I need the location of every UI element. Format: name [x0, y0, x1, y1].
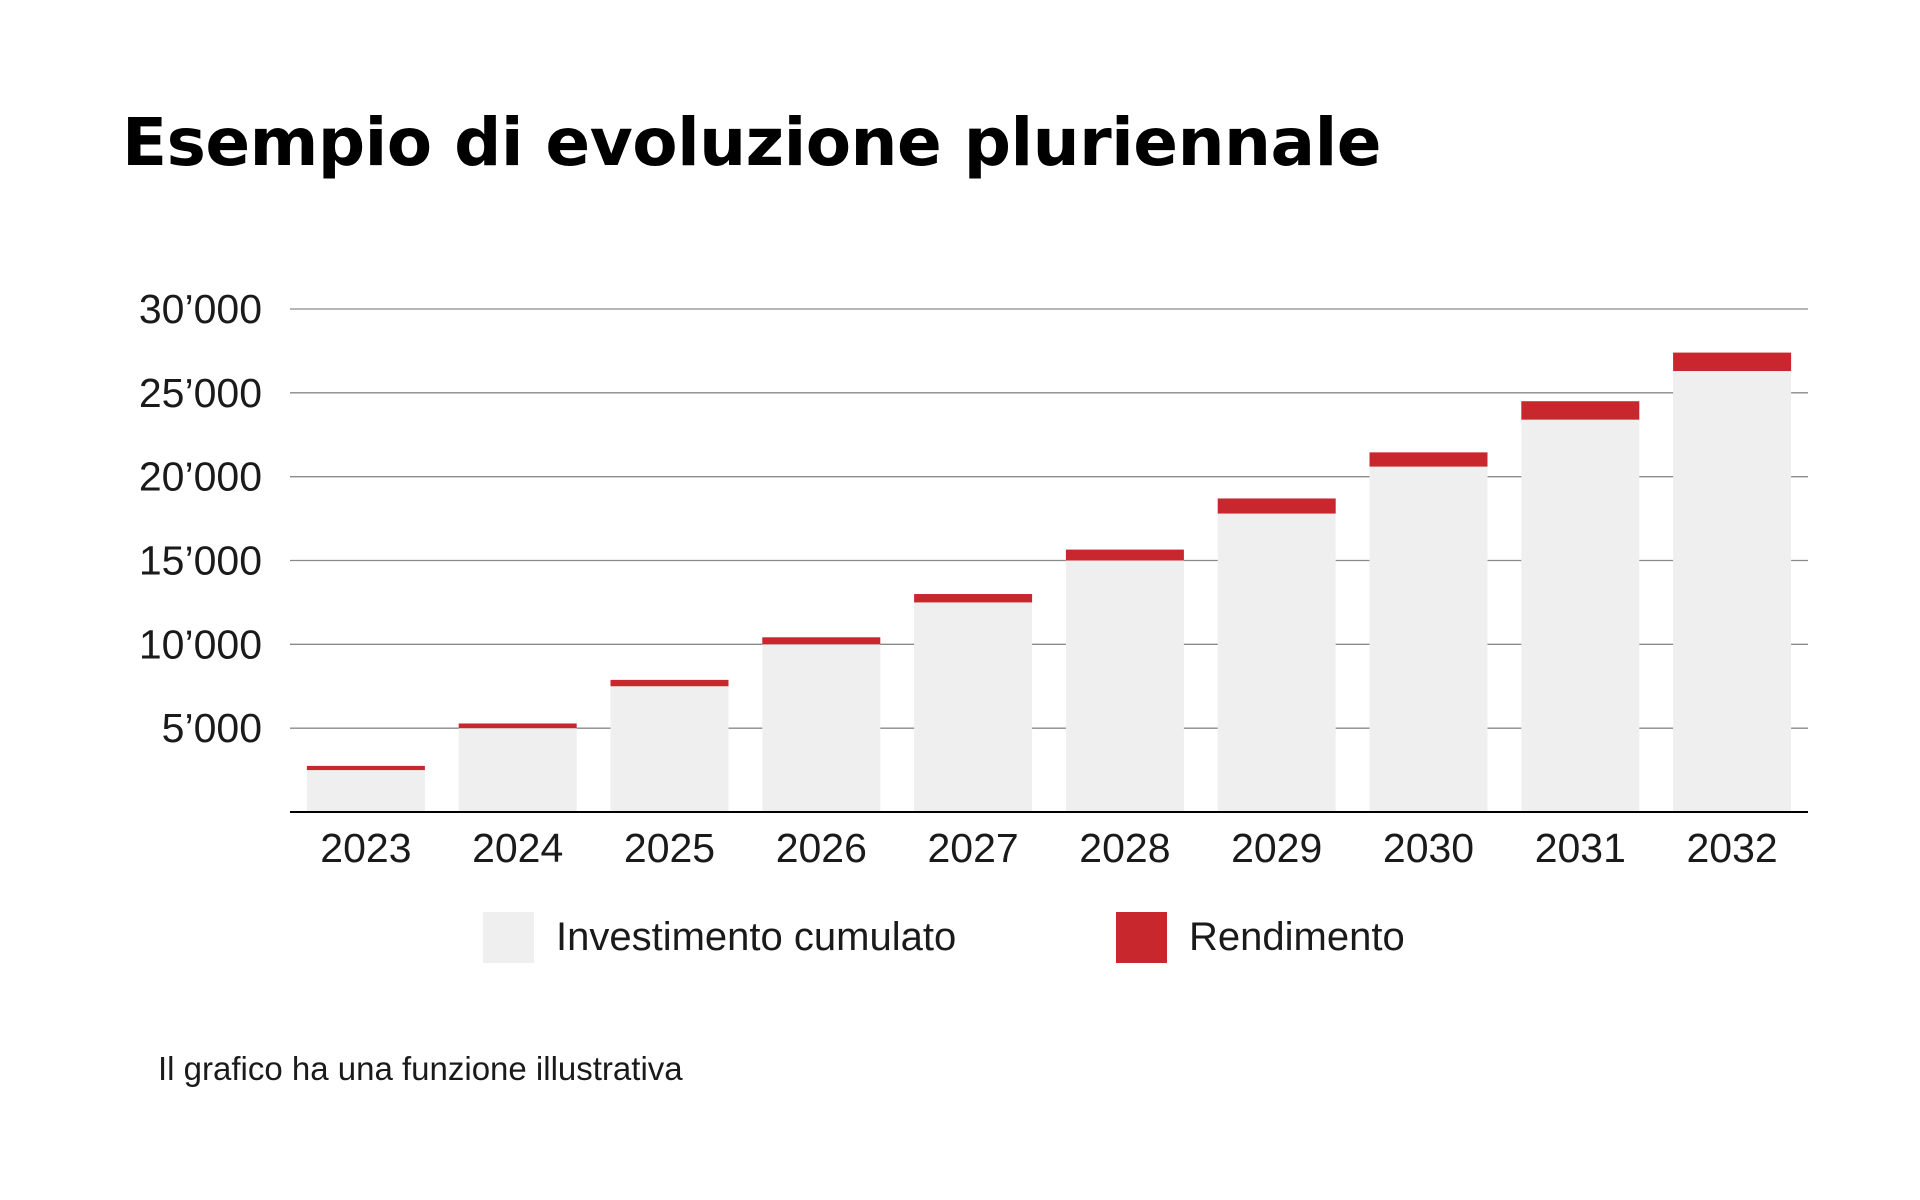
- legend-swatch-rendimento: [1116, 912, 1167, 963]
- bar-rendimento: [306, 765, 425, 771]
- legend-swatch-investimento: [483, 912, 534, 963]
- y-tick-label: 20’000: [139, 454, 262, 500]
- bar-rendimento: [1369, 452, 1488, 467]
- x-tick-label: 2027: [927, 825, 1018, 871]
- legend-label-rendimento: Rendimento: [1189, 915, 1405, 959]
- bar-rendimento: [1673, 352, 1792, 372]
- x-axis-ticks: 2023 2024 2025 2026 2027 2028 2029 2030 2031 2032: [320, 825, 1777, 871]
- bar-investimento: [458, 728, 577, 812]
- bar-investimento: [1217, 513, 1336, 812]
- bar-rendimento: [458, 723, 577, 729]
- y-tick-label: 10’000: [139, 621, 262, 667]
- bar-investimento: [914, 602, 1033, 812]
- bar-rendimento: [914, 594, 1033, 603]
- bar-rendimento: [1521, 401, 1640, 420]
- x-tick-label: 2031: [1535, 825, 1626, 871]
- x-tick-label: 2024: [472, 825, 563, 871]
- footnote: Il grafico ha una funzione illustrativa: [158, 1050, 683, 1087]
- x-tick-label: 2025: [624, 825, 715, 871]
- x-tick-label: 2026: [776, 825, 867, 871]
- bar-rendimento: [610, 679, 729, 687]
- y-tick-label: 5’000: [162, 705, 262, 751]
- bar-rendimento: [1065, 549, 1184, 561]
- bar-rendimento: [1217, 498, 1336, 514]
- bar-investimento: [762, 644, 881, 812]
- legend-item-investimento: Investimento cumulato: [483, 912, 956, 963]
- chart-title: Esempio di evoluzione pluriennale: [122, 104, 1381, 181]
- bar-investimento: [1521, 419, 1640, 812]
- bar-investimento: [306, 770, 425, 812]
- x-tick-label: 2032: [1686, 825, 1777, 871]
- legend-label-investimento: Investimento cumulato: [556, 915, 957, 959]
- y-tick-label: 30’000: [139, 286, 262, 332]
- x-tick-label: 2029: [1231, 825, 1322, 871]
- bar-investimento: [1673, 371, 1792, 812]
- x-tick-label: 2023: [320, 825, 411, 871]
- bar-investimento: [610, 686, 729, 812]
- x-tick-label: 2030: [1383, 825, 1474, 871]
- bar-investimento: [1065, 560, 1184, 812]
- bar-rendimento: [762, 637, 881, 645]
- y-axis-ticks: 5’000 10’000 15’000 20’000 25’000 30’000: [139, 286, 262, 751]
- y-tick-label: 15’000: [139, 538, 262, 584]
- bar-investimento: [1369, 466, 1488, 812]
- legend-item-rendimento: Rendimento: [1116, 912, 1405, 963]
- bars: [306, 352, 1792, 812]
- x-tick-label: 2028: [1079, 825, 1170, 871]
- y-tick-label: 25’000: [139, 370, 262, 416]
